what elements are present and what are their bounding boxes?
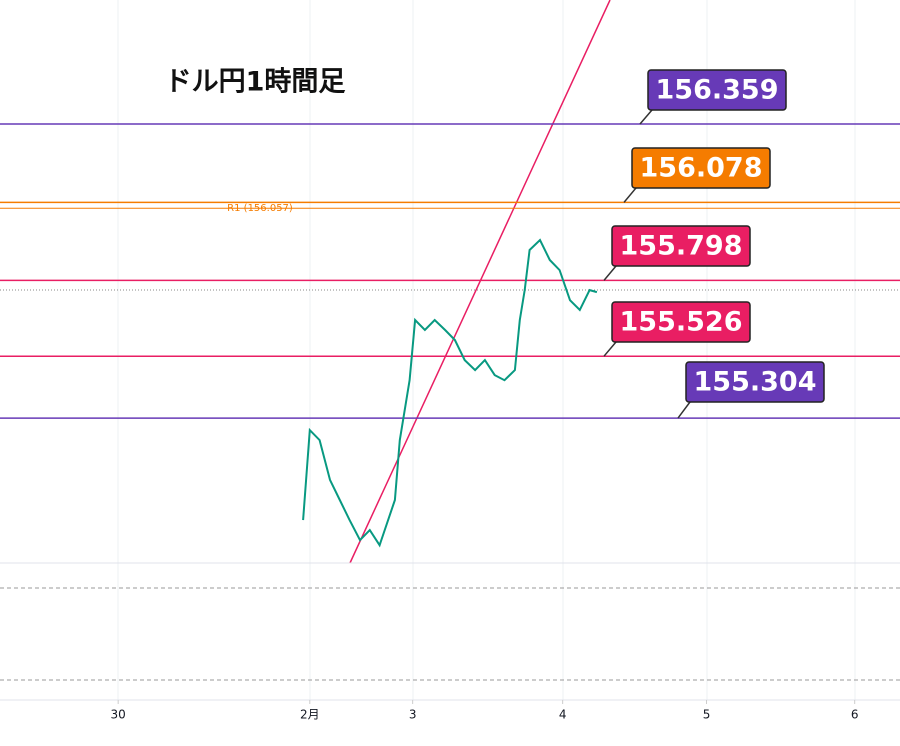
x-tick-label: 5 — [703, 708, 711, 722]
x-tick-label: 30 — [111, 708, 126, 722]
callout-pointer — [603, 341, 617, 357]
trend-line — [349, 0, 611, 564]
x-tick-label: 2月 — [300, 708, 320, 722]
x-tick-label: 4 — [559, 708, 567, 722]
callout-pointer — [639, 109, 653, 125]
pivot-label: R1 (156.057) — [227, 203, 293, 214]
level-box — [647, 69, 787, 111]
level-label: 156.359 — [656, 75, 779, 106]
price-line — [302, 238, 598, 548]
level-label: 155.798 — [620, 231, 743, 262]
callout-pointer — [603, 265, 617, 281]
level-box — [685, 361, 825, 403]
level-label: 155.526 — [620, 307, 743, 338]
level-label: 155.304 — [694, 367, 817, 398]
chart-title: ドル円1時間足 — [165, 67, 346, 98]
level-box — [631, 147, 771, 189]
callout-pointer — [623, 187, 637, 203]
level-box — [611, 225, 751, 267]
level-label: 156.078 — [640, 153, 763, 184]
level-box — [611, 301, 751, 343]
x-tick-label: 3 — [409, 708, 417, 722]
callout-pointer — [677, 401, 691, 419]
x-tick-label: 6 — [851, 708, 859, 722]
